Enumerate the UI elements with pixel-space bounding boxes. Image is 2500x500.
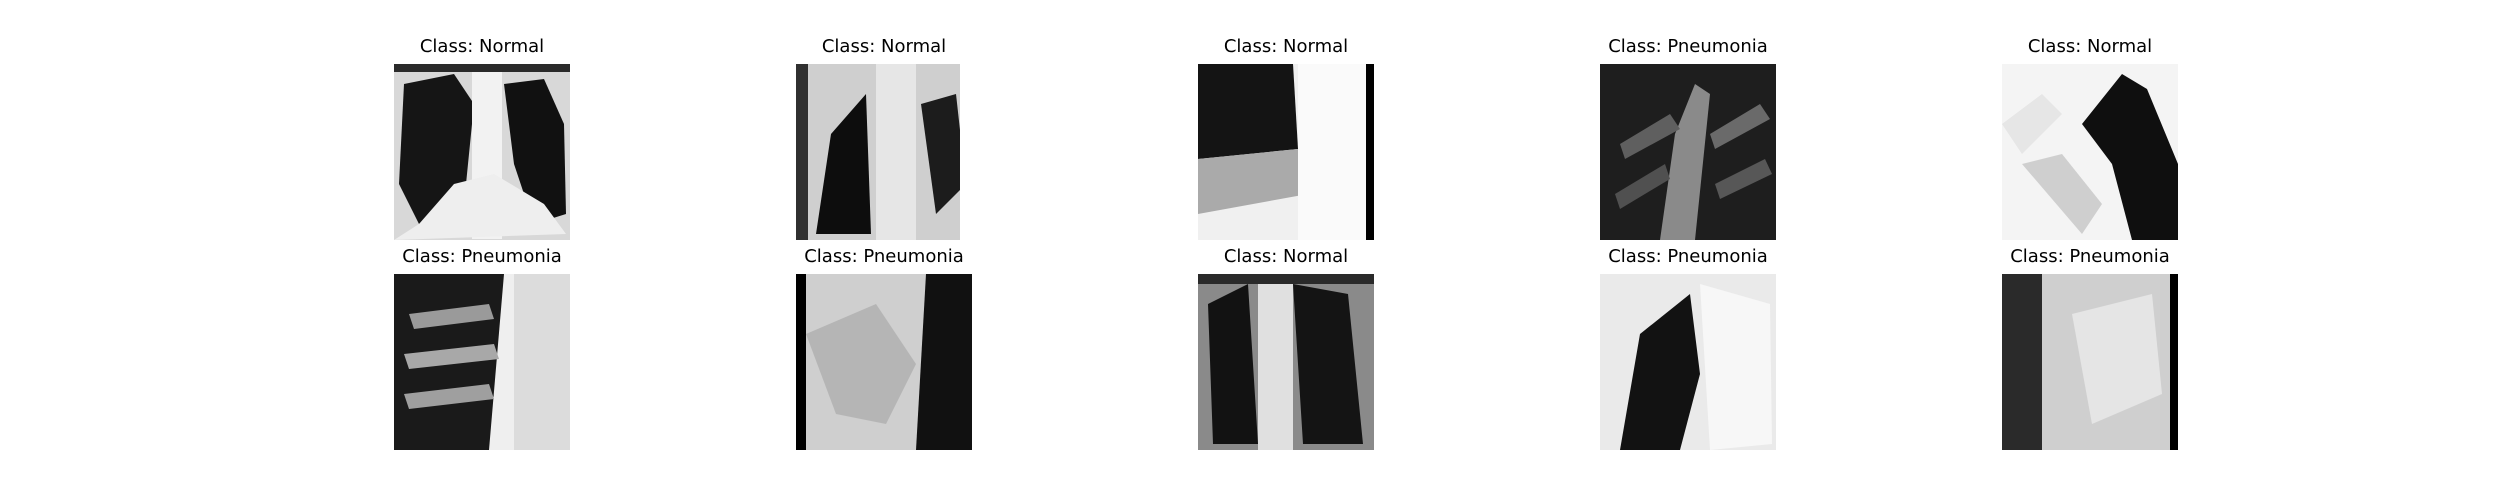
panel-title: Class: Pneumonia [804,246,964,267]
chest-xray-image [1600,274,1776,450]
panel-title: Class: Pneumonia [1608,246,1768,267]
chest-xray-image [394,274,570,450]
panel-title: Class: Normal [1223,36,1349,57]
panel-4: Class: Pneumonia [1600,36,1776,240]
panel-title: Class: Pneumonia [402,246,562,267]
chest-xray-image [2002,64,2178,240]
chest-xray-image [1600,64,1776,240]
panel-8: Class: Normal [1198,246,1374,450]
chest-xray-image [394,64,570,240]
panel-title: Class: Normal [2027,36,2153,57]
panel-1: Class: Normal [394,36,570,240]
panel-title: Class: Pneumonia [2010,246,2170,267]
panel-5: Class: Normal [2002,36,2178,240]
chest-xray-image [796,64,972,240]
panel-title: Class: Pneumonia [1608,36,1768,57]
chest-xray-image [796,274,972,450]
panel-title: Class: Normal [821,36,947,57]
panel-2: Class: Normal [796,36,972,240]
panel-3: Class: Normal [1198,36,1374,240]
panel-10: Class: Pneumonia [2002,246,2178,450]
panel-9: Class: Pneumonia [1600,246,1776,450]
panel-title: Class: Normal [1223,246,1349,267]
panel-7: Class: Pneumonia [796,246,972,450]
panel-title: Class: Normal [419,36,545,57]
chest-xray-image [2002,274,2178,450]
chest-xray-image [1198,64,1374,240]
chest-xray-image [1198,274,1374,450]
panel-6: Class: Pneumonia [394,246,570,450]
